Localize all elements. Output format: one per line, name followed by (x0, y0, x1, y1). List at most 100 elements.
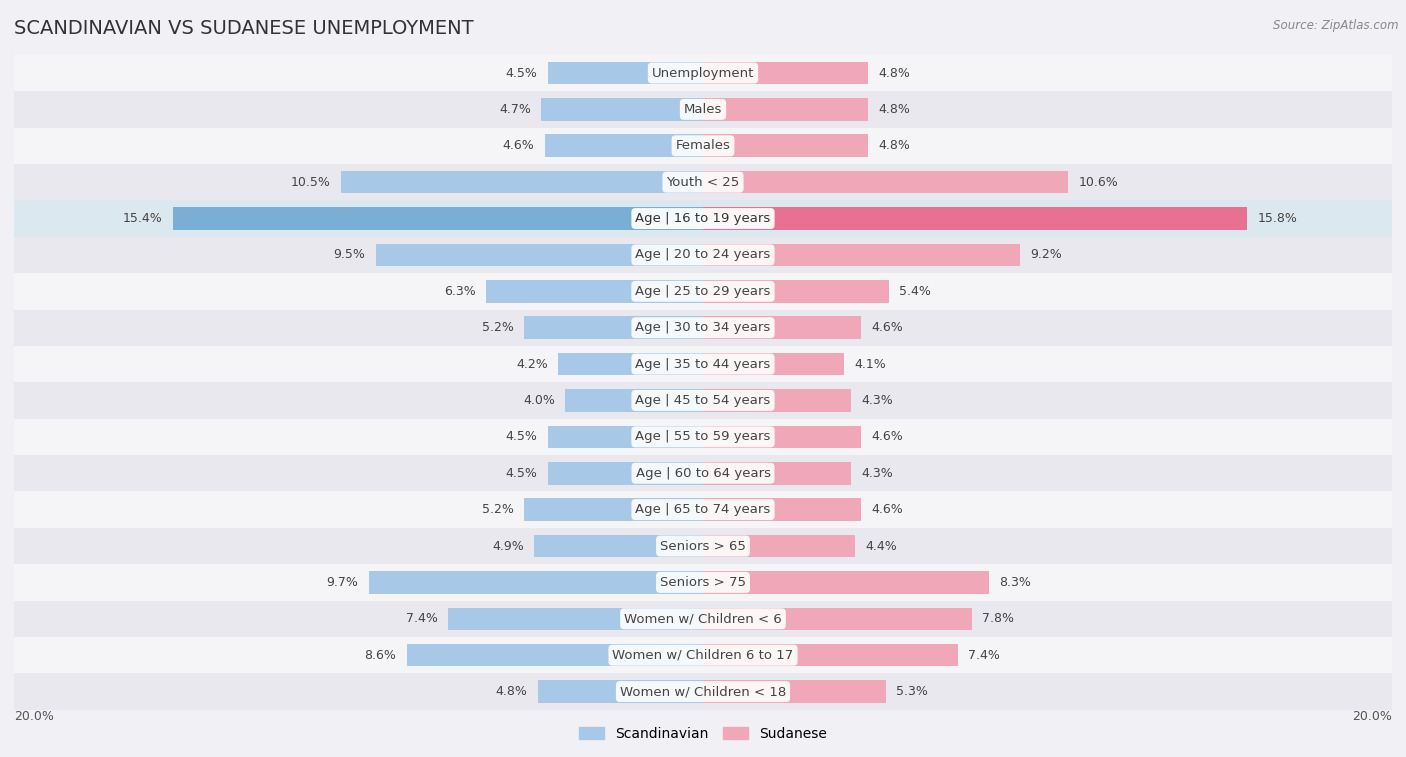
Bar (368, 571, 703, 593)
Bar (703, 280, 889, 303)
Bar (14, 382, 1392, 419)
Bar (14, 455, 1392, 491)
Text: 4.2%: 4.2% (516, 357, 548, 371)
Bar (173, 207, 703, 230)
Bar (342, 171, 703, 194)
Bar (703, 171, 1069, 194)
Text: 15.8%: 15.8% (1257, 212, 1298, 225)
Text: Youth < 25: Youth < 25 (666, 176, 740, 188)
Text: 4.5%: 4.5% (506, 67, 537, 79)
Bar (534, 534, 703, 557)
Text: 4.8%: 4.8% (495, 685, 527, 698)
Text: Age | 55 to 59 years: Age | 55 to 59 years (636, 431, 770, 444)
Text: 9.5%: 9.5% (333, 248, 366, 261)
Text: 8.6%: 8.6% (364, 649, 396, 662)
Bar (14, 273, 1392, 310)
Bar (703, 425, 862, 448)
Text: 4.8%: 4.8% (879, 103, 911, 116)
Bar (14, 164, 1392, 201)
Text: Unemployment: Unemployment (652, 67, 754, 79)
Bar (703, 62, 869, 84)
Text: Males: Males (683, 103, 723, 116)
Bar (14, 564, 1392, 600)
Bar (703, 389, 851, 412)
Bar (703, 98, 869, 120)
Text: 4.4%: 4.4% (865, 540, 897, 553)
Text: Age | 45 to 54 years: Age | 45 to 54 years (636, 394, 770, 407)
Bar (703, 644, 957, 666)
Text: Age | 35 to 44 years: Age | 35 to 44 years (636, 357, 770, 371)
Bar (565, 389, 703, 412)
Text: 4.8%: 4.8% (879, 139, 911, 152)
Bar (703, 462, 851, 484)
Bar (14, 491, 1392, 528)
Bar (703, 135, 869, 157)
Text: Women w/ Children 6 to 17: Women w/ Children 6 to 17 (613, 649, 793, 662)
Bar (541, 98, 703, 120)
Text: 9.7%: 9.7% (326, 576, 359, 589)
Text: 5.2%: 5.2% (482, 503, 513, 516)
Text: Age | 65 to 74 years: Age | 65 to 74 years (636, 503, 770, 516)
Text: 5.2%: 5.2% (482, 321, 513, 334)
Bar (14, 128, 1392, 164)
Text: Seniors > 65: Seniors > 65 (659, 540, 747, 553)
Text: 4.5%: 4.5% (506, 467, 537, 480)
Text: 4.6%: 4.6% (872, 431, 904, 444)
Bar (703, 353, 844, 375)
Text: 5.3%: 5.3% (896, 685, 928, 698)
Bar (14, 674, 1392, 710)
Text: Women w/ Children < 6: Women w/ Children < 6 (624, 612, 782, 625)
Text: Age | 20 to 24 years: Age | 20 to 24 years (636, 248, 770, 261)
Bar (524, 498, 703, 521)
Bar (703, 534, 855, 557)
Bar (703, 571, 988, 593)
Bar (14, 346, 1392, 382)
Bar (544, 135, 703, 157)
Text: 4.6%: 4.6% (502, 139, 534, 152)
Text: 7.4%: 7.4% (406, 612, 437, 625)
Bar (406, 644, 703, 666)
Bar (449, 608, 703, 630)
Text: 4.8%: 4.8% (879, 67, 911, 79)
Text: 7.8%: 7.8% (981, 612, 1014, 625)
Text: 4.6%: 4.6% (872, 503, 904, 516)
Bar (524, 316, 703, 339)
Legend: Scandinavian, Sudanese: Scandinavian, Sudanese (579, 727, 827, 741)
Bar (558, 353, 703, 375)
Bar (548, 462, 703, 484)
Bar (14, 419, 1392, 455)
Bar (703, 498, 862, 521)
Text: 8.3%: 8.3% (1000, 576, 1031, 589)
Text: 4.0%: 4.0% (523, 394, 555, 407)
Text: 4.6%: 4.6% (872, 321, 904, 334)
Text: 4.3%: 4.3% (862, 394, 893, 407)
Bar (486, 280, 703, 303)
Bar (703, 608, 972, 630)
Text: Age | 25 to 29 years: Age | 25 to 29 years (636, 285, 770, 298)
Text: 20.0%: 20.0% (14, 710, 53, 723)
Text: 4.1%: 4.1% (855, 357, 886, 371)
Text: 4.9%: 4.9% (492, 540, 524, 553)
Bar (14, 237, 1392, 273)
Bar (14, 91, 1392, 128)
Text: 5.4%: 5.4% (900, 285, 931, 298)
Text: 7.4%: 7.4% (969, 649, 1000, 662)
Bar (14, 528, 1392, 564)
Text: 10.6%: 10.6% (1078, 176, 1118, 188)
Bar (14, 637, 1392, 674)
Text: 4.5%: 4.5% (506, 431, 537, 444)
Bar (548, 62, 703, 84)
Text: 20.0%: 20.0% (1353, 710, 1392, 723)
Bar (703, 316, 862, 339)
Bar (14, 310, 1392, 346)
Bar (703, 681, 886, 702)
Text: Women w/ Children < 18: Women w/ Children < 18 (620, 685, 786, 698)
Text: 9.2%: 9.2% (1031, 248, 1062, 261)
Text: 10.5%: 10.5% (291, 176, 330, 188)
Text: 4.7%: 4.7% (499, 103, 531, 116)
Bar (537, 681, 703, 702)
Bar (703, 207, 1247, 230)
Text: Age | 30 to 34 years: Age | 30 to 34 years (636, 321, 770, 334)
Text: Seniors > 75: Seniors > 75 (659, 576, 747, 589)
Bar (14, 55, 1392, 91)
